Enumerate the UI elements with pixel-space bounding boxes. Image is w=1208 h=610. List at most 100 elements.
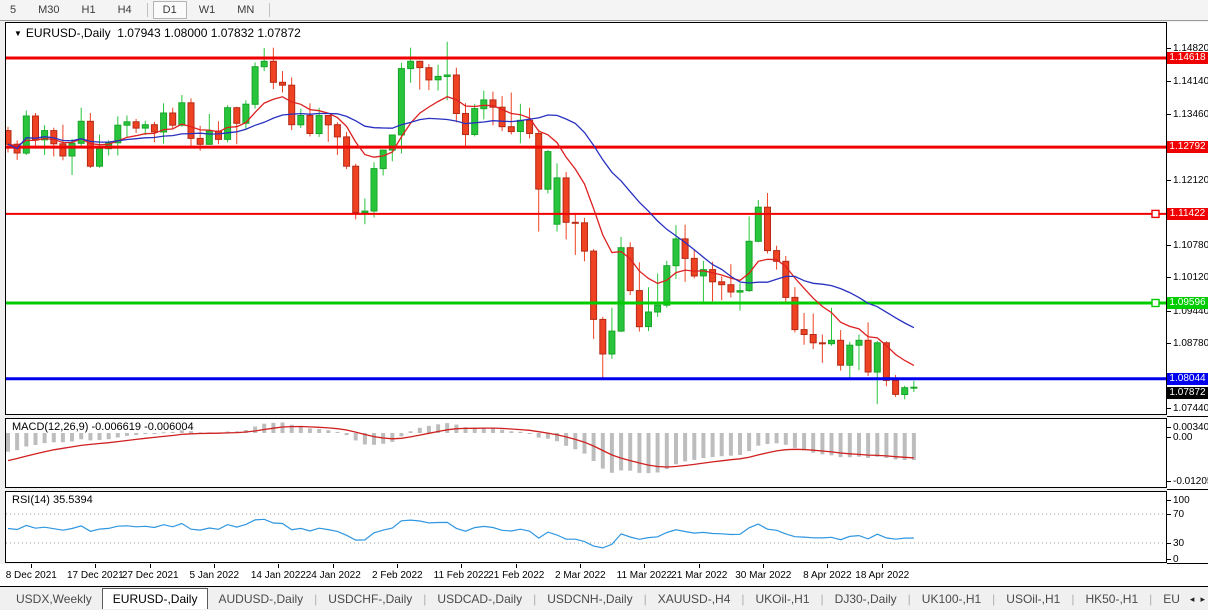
rsi-label: RSI(14) 35.5394 [12,494,93,506]
date-axis-label: 21 Mar 2022 [671,570,728,581]
macd-axis-label: 0.003408 [1173,422,1208,433]
price-axis-tick [1167,310,1171,312]
date-axis-label: 14 Jan 2022 [250,570,306,581]
price-badge: 1.09596 [1167,296,1208,309]
timeframe-button-5[interactable]: 5 [10,4,17,16]
date-axis-label: 5 Jan 2022 [189,570,240,581]
symbol-tab-usdchf-daily[interactable]: USDCHF-,Daily [328,592,413,606]
tab-separator: | [1071,592,1075,606]
price-axis-label: 1.07440 [1173,403,1208,415]
date-axis-tick [397,564,399,568]
symbol-tab-eu[interactable]: EU [1163,592,1180,606]
tab-separator: | [314,592,318,606]
date-axis-tick [333,564,335,568]
symbol-tab-usdcnh-daily[interactable]: USDCNH-,Daily [547,592,633,606]
macd-name: MACD(12,26,9) [12,421,89,433]
rsi-axis-tick [1167,500,1171,501]
date-axis-tick [95,564,97,568]
symbol-tab-audusd-daily[interactable]: AUDUSD-,Daily [218,592,304,606]
macd-axis-tick [1167,427,1171,428]
price-axis-label: 1.14820 [1173,43,1208,55]
rsi-axis-label: 70 [1173,509,1185,520]
macd-panel[interactable]: MACD(12,26,9) -0.006619 -0.006004 [5,418,1167,488]
chart-dropdown-icon[interactable]: ▼ [14,29,22,38]
symbol-tab-usoil-h1[interactable]: USOil-,H1 [1006,592,1061,606]
price-axis-tick [1167,245,1171,247]
macd-axis-tick [1167,481,1171,482]
price-axis-label: 1.12120 [1173,174,1208,186]
symbol-tab-uk100-h1[interactable]: UK100-,H1 [921,592,982,606]
tab-separator: | [820,592,824,606]
macd-canvas [6,422,916,474]
date-axis-tick [827,564,829,568]
tab-scroll-left-icon[interactable]: ◂ [1189,593,1195,604]
rsi-axis-label: 30 [1173,538,1185,549]
date-axis-label: 8 Apr 2022 [803,570,852,581]
date-axis-tick [150,564,152,568]
tab-separator: | [643,592,647,606]
date-axis-tick [580,564,582,568]
rsi-axis-tick [1167,543,1171,544]
price-axis-tick [1167,81,1171,83]
date-axis-tick [31,564,33,568]
symbol-tab-eurusd-daily[interactable]: EURUSD-,Daily [101,587,209,609]
date-axis[interactable]: 8 Dec 2021 17 Dec 2021 27 Dec 2021 5 Jan 20… [0,564,1208,587]
price-axis-label: 1.14140 [1173,76,1208,88]
symbol-tabbar: USDX,Weekly EURUSD-,Daily AUDUSD-,Daily | US… [0,587,1208,610]
date-axis-label: 21 Feb 2022 [488,570,545,581]
price-axis-tick [1167,48,1171,50]
price-axis-label: 1.10120 [1173,272,1208,284]
chart-title: ▼ EURUSD-,Daily 1.07943 1.08000 1.07832 1… [14,26,301,40]
timeframe-button-m30[interactable]: M30 [38,4,60,16]
macd-axis-tick [1167,437,1171,438]
date-axis-label: 2 Feb 2022 [371,570,423,581]
date-axis-label: 8 Dec 2021 [5,570,57,581]
main-chart-canvas[interactable] [6,23,1166,414]
date-axis-label: 24 Jan 2022 [305,570,361,581]
timeframe-button-h1[interactable]: H1 [81,4,96,16]
price-badge: 1.11422 [1167,207,1208,220]
toolbar-separator [146,3,148,17]
price-axis-label: 1.13460 [1173,109,1208,121]
symbol-tab-usdcad-daily[interactable]: USDCAD-,Daily [437,592,523,606]
date-axis-tick [699,564,701,568]
tab-separator: | [741,592,745,606]
date-axis-label: 18 Apr 2022 [855,570,910,581]
date-axis-label: 17 Dec 2021 [66,570,124,581]
price-axis-label: 1.10780 [1173,240,1208,252]
date-axis-tick [461,564,463,568]
toolbar-separator [269,3,271,17]
timeframe-button-w1[interactable]: W1 [198,4,216,16]
macd-label: MACD(12,26,9) -0.006619 -0.006004 [12,421,194,433]
rsi-axis-tick [1167,514,1171,515]
macd-axis-label: -0.012058 [1173,476,1208,487]
chart-symbol-label: EURUSD-,Daily [25,26,111,40]
symbol-tab-xauusd-h4[interactable]: XAUUSD-,H4 [657,592,731,606]
date-axis-tick [644,564,646,568]
price-axis-tick [1167,277,1171,279]
symbol-tab-usdx-weekly[interactable]: USDX,Weekly [16,592,92,606]
date-axis-label: 2 Mar 2022 [555,570,606,581]
symbol-tab-dj30-daily[interactable]: DJ30-,Daily [834,592,897,606]
tab-separator: | [533,592,537,606]
date-axis-label: 30 Mar 2022 [735,570,792,581]
rsi-panel[interactable]: RSI(14) 35.5394 [5,491,1167,563]
timeframe-button-mn[interactable]: MN [237,4,255,16]
date-axis-tick [763,564,765,568]
timeframe-button-d1[interactable]: D1 [152,1,187,19]
symbol-tab-hk50-h1[interactable]: HK50-,H1 [1085,592,1139,606]
price-axis[interactable]: 1.14820 1.14140 1.13460 1.12120 1.10780 1.101… [1167,22,1208,565]
symbol-tab-ukoil-h1[interactable]: UKOil-,H1 [755,592,810,606]
tab-scroll-right-icon[interactable]: ▸ [1200,593,1205,604]
timeframe-toolbar: 5 M30 H1 H4 D1 W1 MN [0,0,1208,21]
price-badge: 1.07872 [1167,387,1208,400]
axis-separator [1167,563,1208,564]
main-chart-panel[interactable]: ▼ EURUSD-,Daily 1.07943 1.08000 1.07832 1… [5,22,1167,415]
macd-values: -0.006619 -0.006004 [91,421,194,433]
date-axis-tick [882,564,884,568]
tab-separator: | [1149,592,1153,606]
rsi-axis-label: 0 [1173,554,1179,565]
price-axis-tick [1167,342,1171,344]
date-axis-tick [516,564,518,568]
timeframe-button-h4[interactable]: H4 [117,4,132,16]
